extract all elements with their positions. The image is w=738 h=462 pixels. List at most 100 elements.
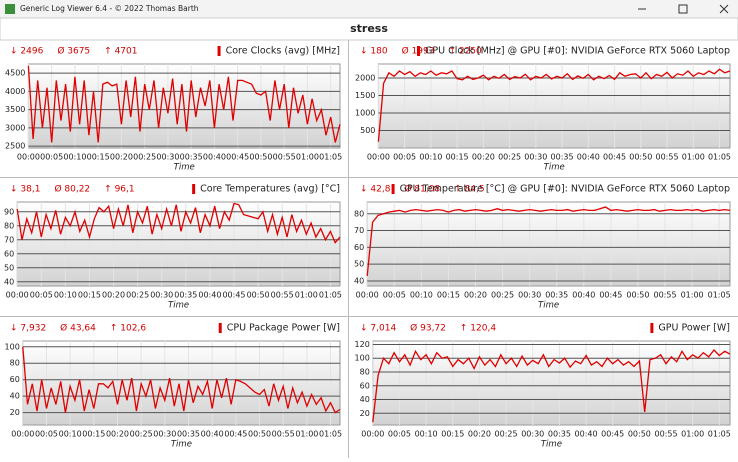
x-tick-label: 00:10 [54, 291, 77, 300]
stat-value: ↓ 180 [360, 47, 388, 57]
stat-value: ↑ 102,6 [110, 324, 146, 334]
x-tick-label: 00:00 [17, 153, 40, 162]
y-tick-label: 80 [10, 359, 20, 368]
x-tick-label: 00:15 [87, 153, 110, 162]
x-tick-label: 00:00 [361, 430, 384, 439]
x-tick-label: 00:40 [572, 291, 595, 300]
x-tick-label: 00:10 [63, 153, 86, 162]
x-tick-label: 00:15 [78, 291, 101, 300]
x-tick-label: 00:05 [40, 153, 63, 162]
y-tick-label: 500 [360, 126, 375, 135]
x-tick-label: 00:50 [626, 291, 649, 300]
x-tick-label: 00:50 [249, 153, 272, 162]
stat-value: ↑ 4701 [104, 47, 137, 57]
x-tick-label: 01:05 [319, 153, 342, 162]
stat-value: ↑ 84,5 [454, 185, 484, 195]
y-tick-label: 4500 [5, 69, 25, 78]
y-tick-label: 40 [360, 395, 370, 404]
x-tick-label: 00:25 [126, 291, 149, 300]
title-marker [417, 46, 420, 56]
stat-value: ↓ 7,932 [10, 324, 46, 334]
x-tick-label: 00:20 [468, 430, 491, 439]
y-tick-label: 20 [360, 409, 370, 418]
stat-value: ↑ 2250 [448, 47, 482, 57]
close-button[interactable] [719, 4, 729, 14]
series-line [16, 202, 341, 244]
series-line [22, 346, 341, 414]
x-tick-label: 00:50 [248, 430, 271, 439]
y-tick-label: 50 [4, 263, 14, 272]
x-tick-label: 00:15 [82, 430, 105, 439]
x-tick-label: 00:35 [177, 430, 200, 439]
y-tick-label: 100 [5, 342, 20, 351]
y-tick-label: 4000 [5, 87, 25, 96]
x-tick-label: 01:00 [295, 291, 318, 300]
y-tick-label: 20 [10, 408, 20, 417]
x-tick-label: 00:20 [472, 153, 495, 162]
title-marker [391, 184, 395, 194]
y-tick-label: 40 [10, 392, 20, 401]
x-tick-label: 00:05 [30, 291, 53, 300]
series-line [377, 68, 731, 142]
stat-value: Ø 43,64 [60, 323, 96, 334]
x-tick-label: 00:10 [410, 291, 433, 300]
x-tick-label: 00:05 [393, 153, 416, 162]
x-tick-label: 00:45 [226, 153, 249, 162]
y-tick-label: 100 [355, 354, 370, 363]
header-band [0, 17, 738, 41]
y-tick-label: 120 [355, 340, 370, 349]
x-tick-label: 00:35 [548, 430, 571, 439]
x-tick-label: 00:00 [367, 153, 390, 162]
x-tick-label: 00:30 [521, 430, 544, 439]
y-tick-label: 3000 [5, 123, 25, 132]
x-tick-label: 00:40 [575, 430, 598, 439]
x-tick-label: 00:45 [222, 291, 245, 300]
y-tick-label: 60 [4, 249, 14, 258]
y-tick-label: 40 [4, 277, 14, 286]
x-tick-label: 00:50 [247, 291, 270, 300]
x-tick-label: 00:45 [603, 153, 626, 162]
plot-area [366, 201, 731, 287]
x-tick-label: 00:55 [653, 291, 676, 300]
stat-value: ↓ 42,8 [360, 185, 391, 195]
app-icon [5, 4, 15, 14]
y-tick-label: 70 [354, 226, 364, 235]
y-tick-label: 3500 [5, 105, 25, 114]
x-tick-label: 00:45 [599, 291, 622, 300]
x-tick-label: 01:05 [708, 291, 731, 300]
series-line [372, 349, 731, 423]
y-tick-label: 50 [354, 260, 364, 269]
plot-area [372, 340, 731, 426]
x-tick-label: 00:20 [106, 430, 129, 439]
y-tick-label: 2500 [5, 142, 25, 151]
x-tick-label: 01:00 [681, 430, 704, 439]
x-tick-label: 00:10 [415, 430, 438, 439]
x-tick-label: 01:05 [708, 153, 731, 162]
x-tick-label: 00:10 [419, 153, 442, 162]
stat-value: Ø 93,72 [410, 323, 446, 334]
x-tick-label: 00:15 [446, 153, 469, 162]
maximize-button[interactable] [678, 4, 688, 14]
x-tick-label: 00:30 [524, 153, 547, 162]
x-tick-label: 00:00 [11, 430, 34, 439]
x-tick-label: 01:05 [319, 291, 342, 300]
stat-value: ↓ 7,014 [360, 324, 396, 334]
x-tick-label: 00:25 [495, 430, 518, 439]
title-bar [0, 0, 738, 18]
x-tick-label: 00:55 [654, 430, 677, 439]
chart-title: GPU Temperature [°C] @ GPU [#0]: NVIDIA … [400, 184, 730, 195]
x-tick-label: 00:20 [102, 291, 125, 300]
chart-title: GPU Clock [MHz] @ GPU [#0]: NVIDIA GeFor… [425, 46, 730, 57]
x-axis-label: Time [168, 301, 189, 311]
x-tick-label: 00:55 [273, 153, 296, 162]
x-tick-label: 00:55 [271, 291, 294, 300]
x-tick-label: 00:25 [498, 153, 521, 162]
x-tick-label: 00:30 [150, 291, 173, 300]
stat-value: ↑ 96,1 [104, 185, 134, 195]
stat-value: Ø 80,22 [54, 184, 90, 195]
x-tick-label: 00:30 [156, 153, 179, 162]
y-tick-label: 80 [354, 209, 364, 218]
stat-value: ↑ 120,4 [460, 324, 496, 334]
